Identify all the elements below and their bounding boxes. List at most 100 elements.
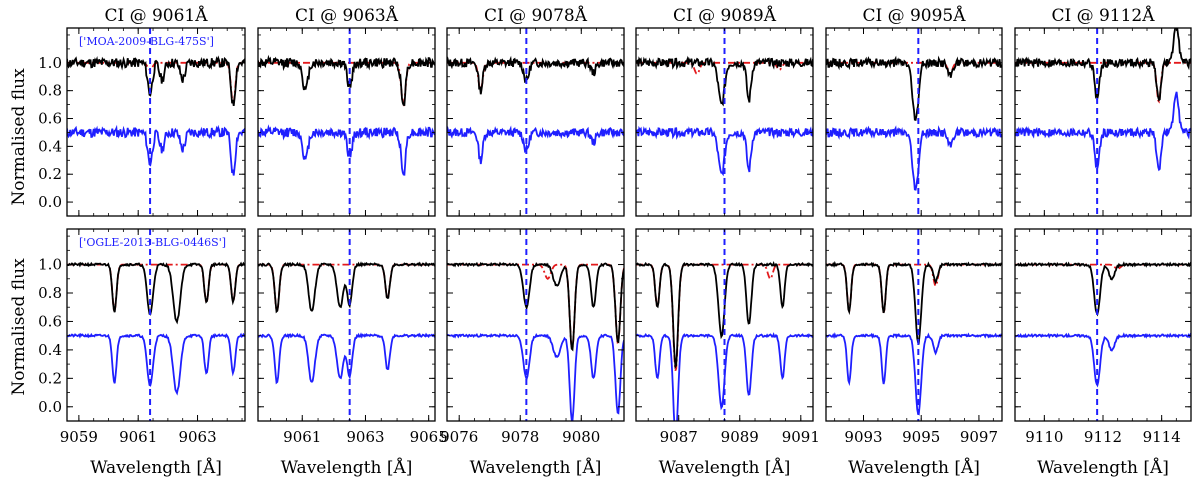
y-axis-label-top: Normalised flux (9, 68, 29, 206)
observed-spectrum-line (447, 55, 624, 95)
observed-spectrum-line (1015, 261, 1191, 317)
spectrum-panel (825, 27, 1003, 217)
plot-area (67, 28, 245, 216)
y-tick-label: 0.2 (38, 165, 62, 183)
panel-frame (66, 27, 246, 217)
x-tick-label: 9061 (283, 428, 321, 446)
panel-title: CI @ 9061Å (104, 5, 208, 26)
x-tick-label: 9110 (1025, 428, 1063, 446)
offset-spectrum-line (1015, 332, 1191, 388)
offset-spectrum-line (258, 124, 435, 176)
y-tick-label: 0.4 (38, 341, 62, 359)
observed-spectrum-line (447, 261, 624, 352)
model-spectrum-line (1015, 61, 1191, 104)
spectrum-panel (1014, 27, 1192, 217)
y-tick-label: 0.0 (38, 398, 62, 416)
star-name-label: ['OGLE-2013-BLG-0446S'] (79, 236, 226, 249)
plot-area (1015, 229, 1191, 421)
y-tick-label: 0.4 (38, 137, 62, 155)
spectrum-panel: 9061 9063 9065 (257, 228, 448, 446)
x-axis-label: Wavelength [Å] (281, 457, 413, 478)
y-tick-label: 1.0 (38, 256, 62, 274)
observed-spectrum-line (258, 261, 435, 314)
spectrum-panel (257, 27, 436, 217)
observed-spectrum-line (826, 55, 1002, 122)
model-spectrum-line (67, 263, 245, 314)
spectrum-panel: 9076 9078 9080 (440, 228, 625, 446)
x-axis-label: Wavelength [Å] (1037, 457, 1169, 478)
panel-title: CI @ 9089Å (673, 5, 777, 26)
panel-frame (257, 228, 436, 422)
plot-area (636, 28, 813, 216)
panel-frame (446, 27, 625, 217)
observed-spectrum-line (826, 260, 1002, 345)
panel-frame (825, 27, 1003, 217)
offset-spectrum-line (447, 125, 624, 165)
x-tick-label: 9080 (562, 428, 600, 446)
offset-spectrum-line (67, 124, 245, 176)
spectrum-panel (635, 27, 814, 217)
observed-spectrum-line (636, 55, 813, 107)
spectrum-panel: 9110 9112 9114 (1014, 228, 1192, 446)
offset-spectrum-line (826, 125, 1002, 191)
observed-spectrum-line (636, 261, 813, 370)
panel-title: CI @ 9112Å (1051, 5, 1155, 26)
x-axis-label: Wavelength [Å] (848, 457, 980, 478)
y-tick-label: 0.6 (38, 110, 62, 128)
model-spectrum-line (636, 263, 813, 372)
y-tick-label: 0.8 (38, 284, 62, 302)
plot-area (258, 28, 435, 216)
plot-area (826, 229, 1002, 421)
panel-title: CI @ 9095Å (862, 5, 966, 26)
x-tick-label: 9063 (346, 428, 384, 446)
plot-area (67, 229, 245, 421)
panel-title: CI @ 9063Å (295, 5, 399, 26)
x-tick-label: 9091 (782, 428, 820, 446)
y-axis-label-bottom: Normalised flux (9, 258, 29, 396)
offset-spectrum-line (67, 332, 245, 396)
plot-area (447, 28, 624, 216)
spectrum-panel (446, 27, 625, 217)
observed-spectrum-line (67, 261, 245, 325)
panel-frame (257, 27, 436, 217)
y-tick-label: 0.8 (38, 82, 62, 100)
y-tick-label: 0.6 (38, 312, 62, 330)
x-tick-label: 9087 (660, 428, 698, 446)
panel-title: CI @ 9078Å (484, 5, 588, 26)
offset-spectrum-line (258, 332, 435, 385)
observed-spectrum-line (1015, 28, 1191, 102)
panel-frame (446, 228, 625, 422)
x-tick-label: 9061 (119, 428, 157, 446)
panel-frame (1014, 27, 1192, 217)
offset-spectrum-line (447, 332, 624, 421)
panel-frame (825, 228, 1003, 422)
x-tick-label: 9114 (1143, 428, 1181, 446)
spectrum-panel: 9087 9089 9091 (635, 228, 820, 446)
x-axis-label: Wavelength [Å] (90, 457, 222, 478)
star-name-label: ['MOA-2009-BLG-475S'] (79, 35, 214, 48)
x-tick-label: 9059 (60, 428, 98, 446)
x-axis-label: Wavelength [Å] (470, 457, 602, 478)
plot-area (1015, 28, 1191, 216)
spectrum-panel: 0.0 0.2 0.4 0.6 0.8 1.0 9059 9061 9063 ['OGLE-201… (38, 228, 246, 446)
y-tick-label: 0.2 (38, 369, 62, 387)
x-tick-label: 9095 (902, 428, 940, 446)
panel-frame (66, 228, 246, 422)
y-tick-label: 0.0 (38, 193, 62, 211)
plot-area (826, 28, 1002, 216)
x-tick-label: 9065 (410, 428, 448, 446)
spectrum-panel: 9093 9095 9097 (825, 228, 1003, 446)
x-tick-label: 9063 (178, 428, 216, 446)
x-axis-label: Wavelength [Å] (659, 457, 791, 478)
x-tick-label: 9076 (440, 428, 478, 446)
x-tick-label: 9089 (721, 428, 759, 446)
observed-spectrum-line (258, 54, 435, 107)
x-tick-label: 9097 (960, 428, 998, 446)
offset-spectrum-line (1015, 91, 1191, 172)
panel-frame (1014, 228, 1192, 422)
x-tick-label: 9093 (844, 428, 882, 446)
plot-area (447, 229, 624, 421)
plot-area (258, 229, 435, 421)
model-spectrum-line (447, 263, 624, 350)
